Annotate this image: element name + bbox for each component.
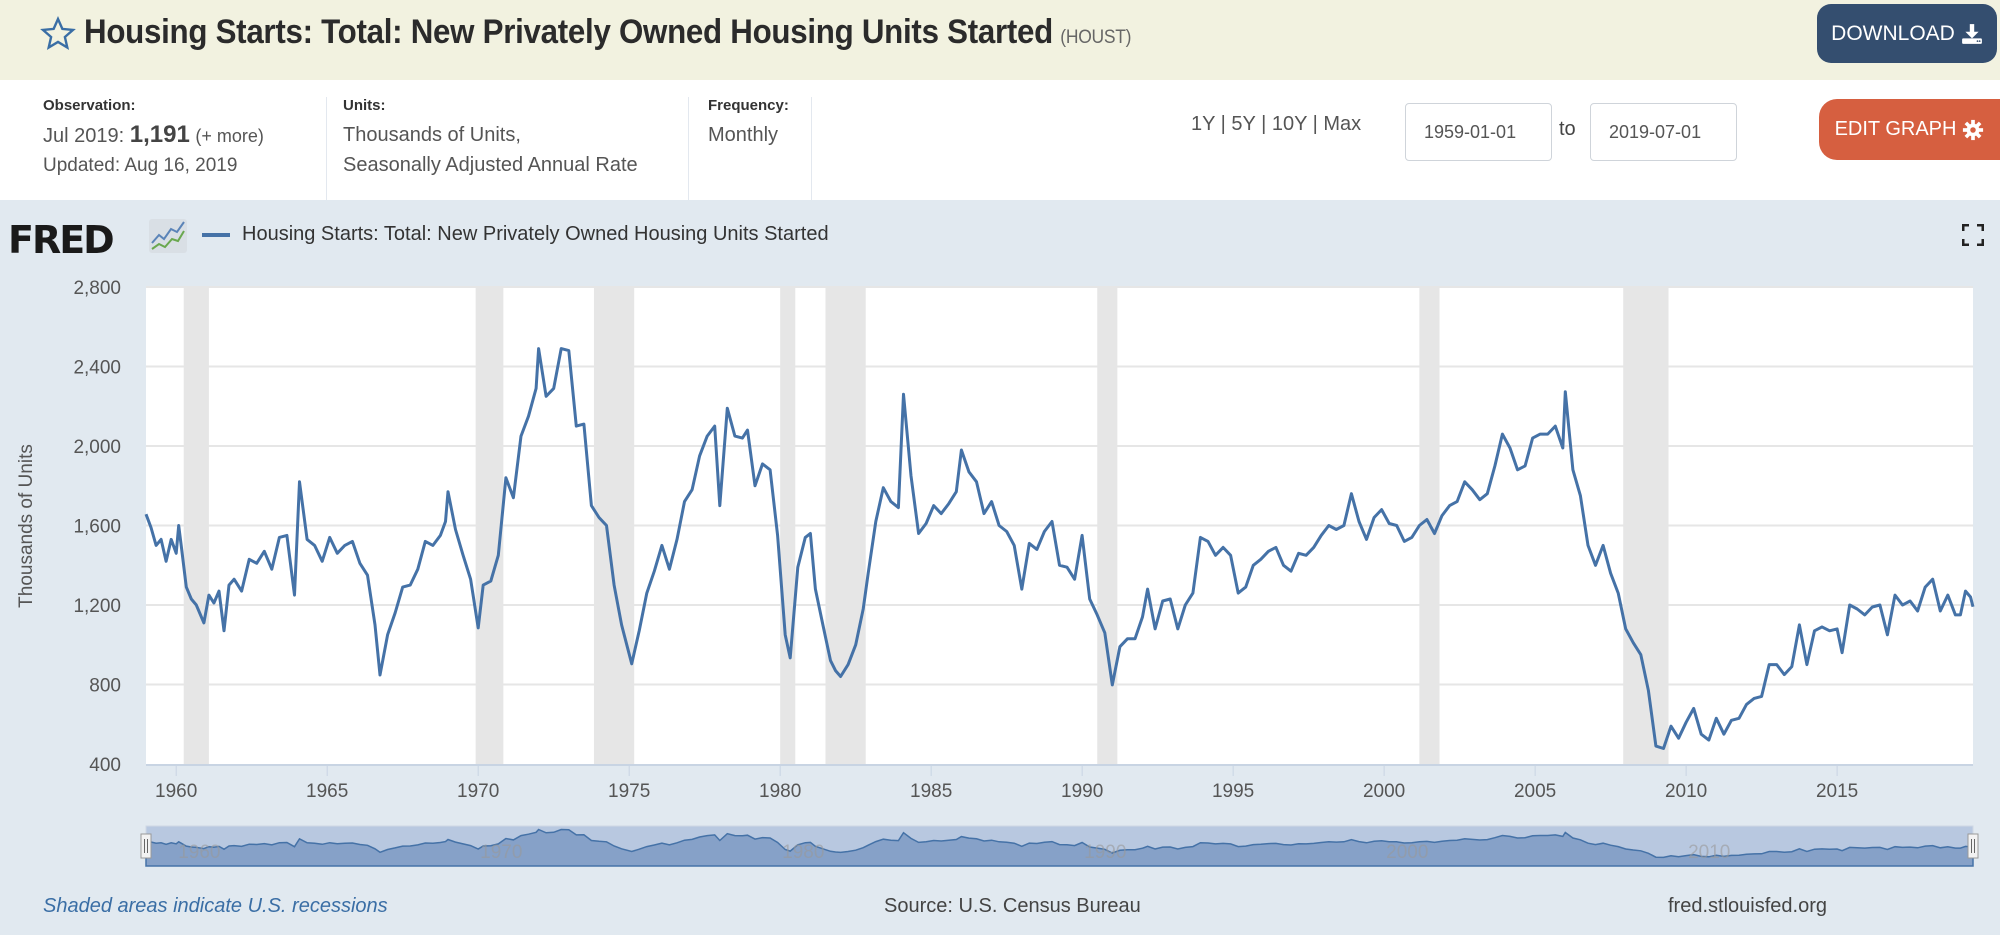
units-panel: Units: Thousands of Units, Seasonally Ad… xyxy=(343,97,689,200)
y-tick-label: 2,400 xyxy=(73,358,121,379)
updated-date: Updated: Aug 16, 2019 xyxy=(43,155,238,176)
frequency-value: Monthly xyxy=(708,124,779,146)
series-id: (HOUST) xyxy=(1060,27,1132,48)
observation-value-row: Jul 2019: 1,191 (+ more) xyxy=(43,120,326,151)
units-label: Units: xyxy=(343,97,386,114)
navigator-label: 1990 xyxy=(1084,842,1126,863)
y-tick-label: 1,600 xyxy=(73,517,121,538)
navigator-label: 2000 xyxy=(1386,842,1428,863)
y-tick-label: 2,800 xyxy=(73,278,121,299)
download-icon xyxy=(1961,23,1982,44)
units-line-1: Thousands of Units, xyxy=(343,124,521,146)
navigator-series xyxy=(145,828,1974,867)
navigator-handle-left[interactable] xyxy=(140,833,152,859)
download-button[interactable]: DOWNLOAD xyxy=(1817,4,1997,63)
x-tick-label: 2000 xyxy=(1363,781,1405,802)
start-date-input[interactable] xyxy=(1405,103,1552,161)
y-tick-label: 800 xyxy=(89,676,121,697)
navigator-label: 1960 xyxy=(178,842,220,863)
range-1y[interactable]: 1Y xyxy=(1191,113,1216,135)
frequency-panel: Frequency: Monthly xyxy=(708,97,812,200)
legend-label: Housing Starts: Total: New Privately Own… xyxy=(242,223,829,245)
gear-icon xyxy=(1963,119,1984,140)
units-line-2: Seasonally Adjusted Annual Rate xyxy=(343,154,638,176)
range-sep: | xyxy=(1255,113,1272,135)
edit-graph-label: EDIT GRAPH xyxy=(1834,118,1957,140)
fullscreen-icon[interactable] xyxy=(1962,224,1984,246)
observation-panel: Observation: Jul 2019: 1,191 (+ more) Up… xyxy=(43,97,327,200)
download-label: DOWNLOAD xyxy=(1831,21,1955,45)
range-selector: 1Y | 5Y | 10Y | Max xyxy=(1191,113,1361,136)
series-title: Housing Starts: Total: New Privately Own… xyxy=(84,13,1053,51)
range-sep: | xyxy=(1307,113,1324,135)
x-tick-label: 1990 xyxy=(1061,781,1103,802)
x-tick-label: 1970 xyxy=(457,781,499,802)
x-tick-label: 1975 xyxy=(608,781,650,802)
edit-graph-button[interactable]: EDIT GRAPH xyxy=(1819,99,2000,160)
x-tick-label: 2015 xyxy=(1816,781,1858,802)
x-tick-label: 1995 xyxy=(1212,781,1254,802)
frequency-label: Frequency: xyxy=(708,97,789,114)
y-tick-label: 2,000 xyxy=(73,437,121,458)
legend-swatch xyxy=(202,232,230,237)
star-outline-icon[interactable] xyxy=(40,16,76,52)
y-tick-label: 400 xyxy=(89,755,121,776)
to-label: to xyxy=(1559,118,1576,140)
title-bar: Housing Starts: Total: New Privately Own… xyxy=(0,0,2000,80)
recession-note: Shaded areas indicate U.S. recessions xyxy=(43,895,388,917)
page-title: Housing Starts: Total: New Privately Own… xyxy=(84,10,1131,60)
observation-value: 1,191 xyxy=(129,121,190,148)
navigator-label: 1980 xyxy=(782,842,824,863)
source-text: Source: U.S. Census Bureau xyxy=(884,895,1141,917)
site-link[interactable]: fred.stlouisfed.org xyxy=(1668,895,1827,917)
observation-label: Observation: xyxy=(43,97,136,114)
chart-legend[interactable]: Housing Starts: Total: New Privately Own… xyxy=(202,223,829,246)
x-tick-label: 2010 xyxy=(1665,781,1707,802)
series-line-houst xyxy=(144,347,1975,750)
fred-graph-icon xyxy=(149,219,187,253)
x-tick-label: 1960 xyxy=(155,781,197,802)
x-tick-label: 1985 xyxy=(910,781,952,802)
y-tick-label: 1,200 xyxy=(73,596,121,617)
observation-more-link[interactable]: (+ more) xyxy=(195,126,264,146)
range-5y[interactable]: 5Y xyxy=(1231,113,1256,135)
navigator-handle-right[interactable] xyxy=(1967,833,1979,859)
range-10y[interactable]: 10Y xyxy=(1271,113,1308,135)
navigator-label: 2010 xyxy=(1688,842,1730,863)
fred-logo[interactable]: FRED xyxy=(8,218,115,262)
x-tick-label: 1980 xyxy=(759,781,801,802)
range-sep: | xyxy=(1215,113,1232,135)
x-tick-label: 2005 xyxy=(1514,781,1556,802)
end-date-input[interactable] xyxy=(1590,103,1737,161)
observation-date: Jul 2019: xyxy=(43,125,125,147)
navigator-label: 1970 xyxy=(480,842,522,863)
x-tick-label: 1965 xyxy=(306,781,348,802)
range-max[interactable]: Max xyxy=(1323,113,1362,135)
